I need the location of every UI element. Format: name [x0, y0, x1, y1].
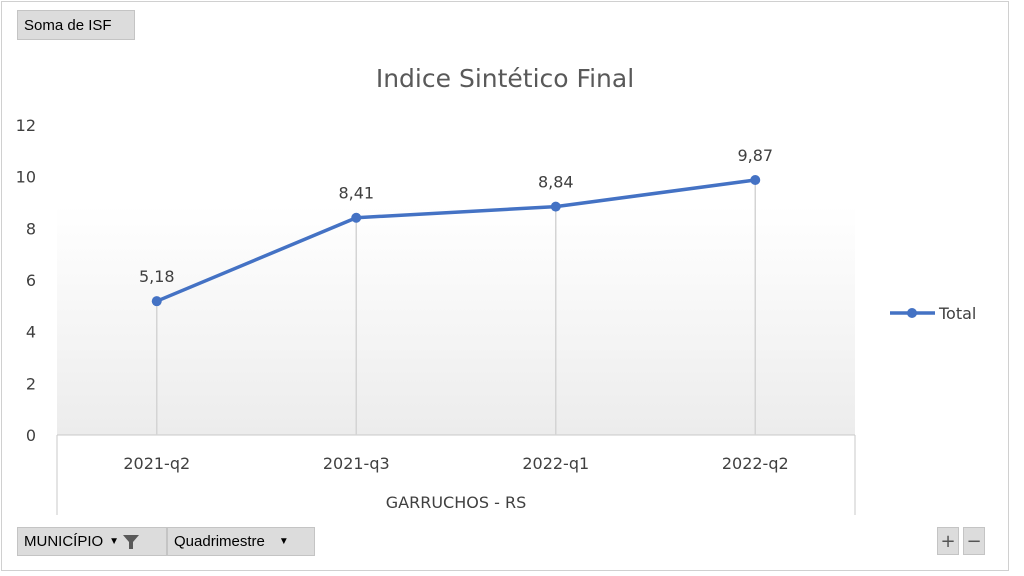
- dropdown-caret-icon: ▼: [109, 536, 120, 547]
- legend-marker: [907, 308, 917, 318]
- legend-label: Total: [938, 304, 976, 323]
- data-label: 5,18: [139, 267, 175, 286]
- dropdown-caret-icon: ▼: [278, 536, 289, 547]
- expand-plus-button[interactable]: +: [937, 527, 959, 555]
- quadrimestre-filter-button[interactable]: Quadrimestre ▼: [167, 527, 315, 556]
- chart-title: Indice Sintético Final: [376, 64, 634, 93]
- data-point: [351, 212, 362, 223]
- plot-area: 0 2 4 6 8 10 12 2021-q2 2021-q3 2022-q1 2022-q2 GAR…: [16, 116, 856, 515]
- plot-background: [57, 205, 855, 435]
- legend: Total: [890, 304, 976, 323]
- minus-icon: −: [966, 530, 982, 552]
- municipio-filter-button[interactable]: MUNICÍPIO ▼: [17, 527, 167, 556]
- x-tick-label: 2022-q1: [522, 454, 589, 473]
- y-tick-label: 6: [26, 271, 36, 290]
- filter-icon: [123, 534, 140, 549]
- y-tick-label: 2: [26, 374, 36, 393]
- data-point: [750, 175, 761, 186]
- x-group-label: GARRUCHOS - RS: [386, 493, 526, 512]
- data-label: 9,87: [737, 146, 773, 165]
- value-field-button[interactable]: Soma de ISF: [17, 10, 135, 40]
- x-tick-label: 2021-q3: [323, 454, 390, 473]
- y-tick-label: 10: [16, 168, 36, 187]
- x-tick-label: 2021-q2: [123, 454, 190, 473]
- plus-icon: +: [940, 530, 956, 552]
- y-tick-label: 4: [26, 323, 36, 342]
- municipio-filter-label: MUNICÍPIO: [24, 533, 104, 550]
- data-point: [550, 201, 561, 212]
- data-point: [151, 296, 162, 307]
- series-line: [155, 178, 757, 303]
- value-field-label: Soma de ISF: [24, 16, 112, 34]
- quadrimestre-filter-label: Quadrimestre: [174, 533, 265, 550]
- y-tick-label: 8: [26, 219, 36, 238]
- y-tick-label: 12: [16, 116, 36, 135]
- data-label: 8,41: [338, 184, 374, 203]
- y-tick-label: 0: [26, 426, 36, 445]
- data-label: 8,84: [538, 173, 574, 192]
- x-tick-label: 2022-q2: [722, 454, 789, 473]
- collapse-minus-button[interactable]: −: [963, 527, 985, 555]
